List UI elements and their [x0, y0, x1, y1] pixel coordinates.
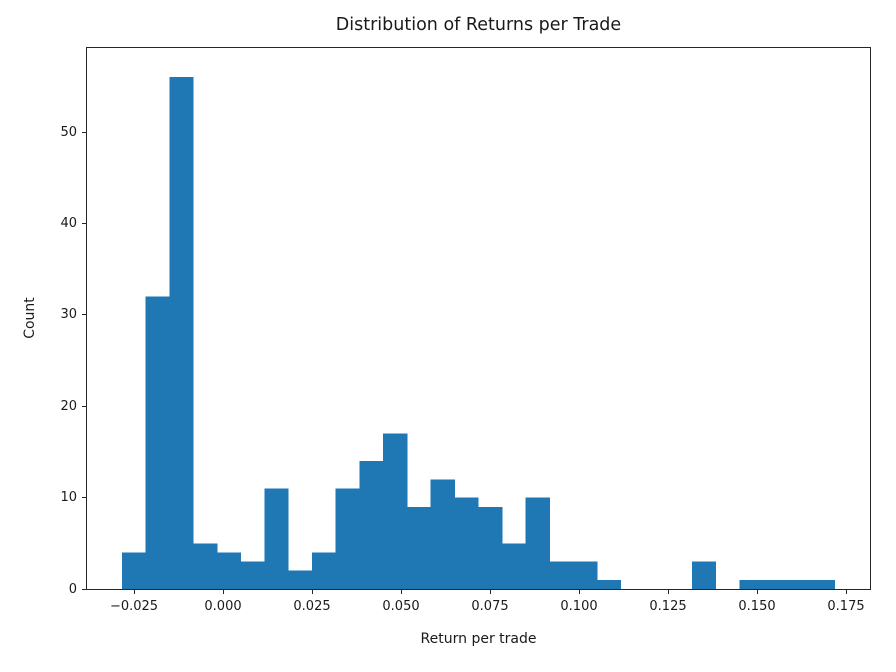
histogram-bar [311, 552, 337, 589]
y-tick-label: 10 [60, 490, 77, 506]
x-tick-label: 0.100 [560, 599, 598, 614]
histogram-bar [810, 579, 835, 589]
histogram-bar [406, 506, 432, 589]
histogram-bar [454, 497, 479, 589]
histogram-bar [335, 488, 360, 589]
x-tick-label: −0.025 [109, 599, 159, 614]
y-axis-label: Count [22, 297, 38, 339]
y-tick-mark [82, 223, 87, 224]
y-tick-mark [82, 588, 87, 590]
x-tick-label: 0.000 [204, 599, 242, 614]
y-tick-mark [82, 497, 87, 499]
x-tick-label: 0.050 [382, 599, 420, 614]
y-tick-label: 0 [68, 581, 77, 597]
histogram-bar [169, 77, 194, 590]
x-tick-mark [133, 589, 135, 594]
histogram-bar [786, 579, 812, 589]
histogram-bar [122, 552, 147, 589]
histogram-bar [525, 497, 550, 589]
histogram-bar [145, 296, 170, 589]
x-tick-mark [489, 589, 491, 594]
histogram-bar [430, 479, 455, 589]
y-tick-mark [82, 131, 87, 133]
x-tick-mark [756, 589, 758, 594]
histogram-bar [288, 570, 313, 589]
y-tick-mark [82, 314, 87, 316]
chart-title: Distribution of Returns per Trade [335, 15, 622, 35]
y-tick-mark [82, 405, 87, 407]
y-tick-label: 40 [60, 216, 77, 231]
x-tick-label: 0.025 [293, 599, 331, 614]
histogram-bars-layer [122, 77, 835, 590]
histogram-bar [240, 561, 265, 589]
x-tick-mark [222, 589, 224, 594]
x-axis-label: Return per trade [420, 631, 537, 647]
histogram-bar [739, 579, 764, 589]
histogram-bar [501, 543, 527, 589]
x-tick-mark [311, 589, 313, 594]
x-tick-label: 0.175 [827, 599, 865, 614]
histogram-bar [216, 552, 242, 589]
x-tick-label: 0.125 [649, 599, 687, 614]
y-tick-label: 50 [60, 124, 77, 140]
x-tick-mark [667, 589, 669, 594]
histogram-bar [383, 433, 408, 589]
x-tick-mark [845, 589, 847, 594]
histogram-bar [193, 543, 218, 589]
y-tick-label: 30 [60, 307, 77, 323]
histogram-bar [573, 561, 598, 589]
x-tick-mark [578, 589, 580, 594]
x-tick-label: 0.075 [471, 599, 509, 614]
histogram-bar [478, 506, 503, 589]
x-tick-mark [400, 589, 402, 594]
y-tick-label: 20 [60, 398, 77, 414]
plot-area: −0.025 0.000 0.025 0.050 0.075 0.100 0.125 0.15… [60, 47, 871, 614]
histogram-bar [264, 488, 289, 589]
histogram-bar [763, 579, 788, 589]
histogram-bar [549, 561, 574, 589]
histogram-bar [359, 461, 384, 589]
histogram-bar [691, 561, 717, 589]
histogram-bar [596, 579, 622, 589]
x-tick-label: 0.150 [738, 599, 776, 614]
